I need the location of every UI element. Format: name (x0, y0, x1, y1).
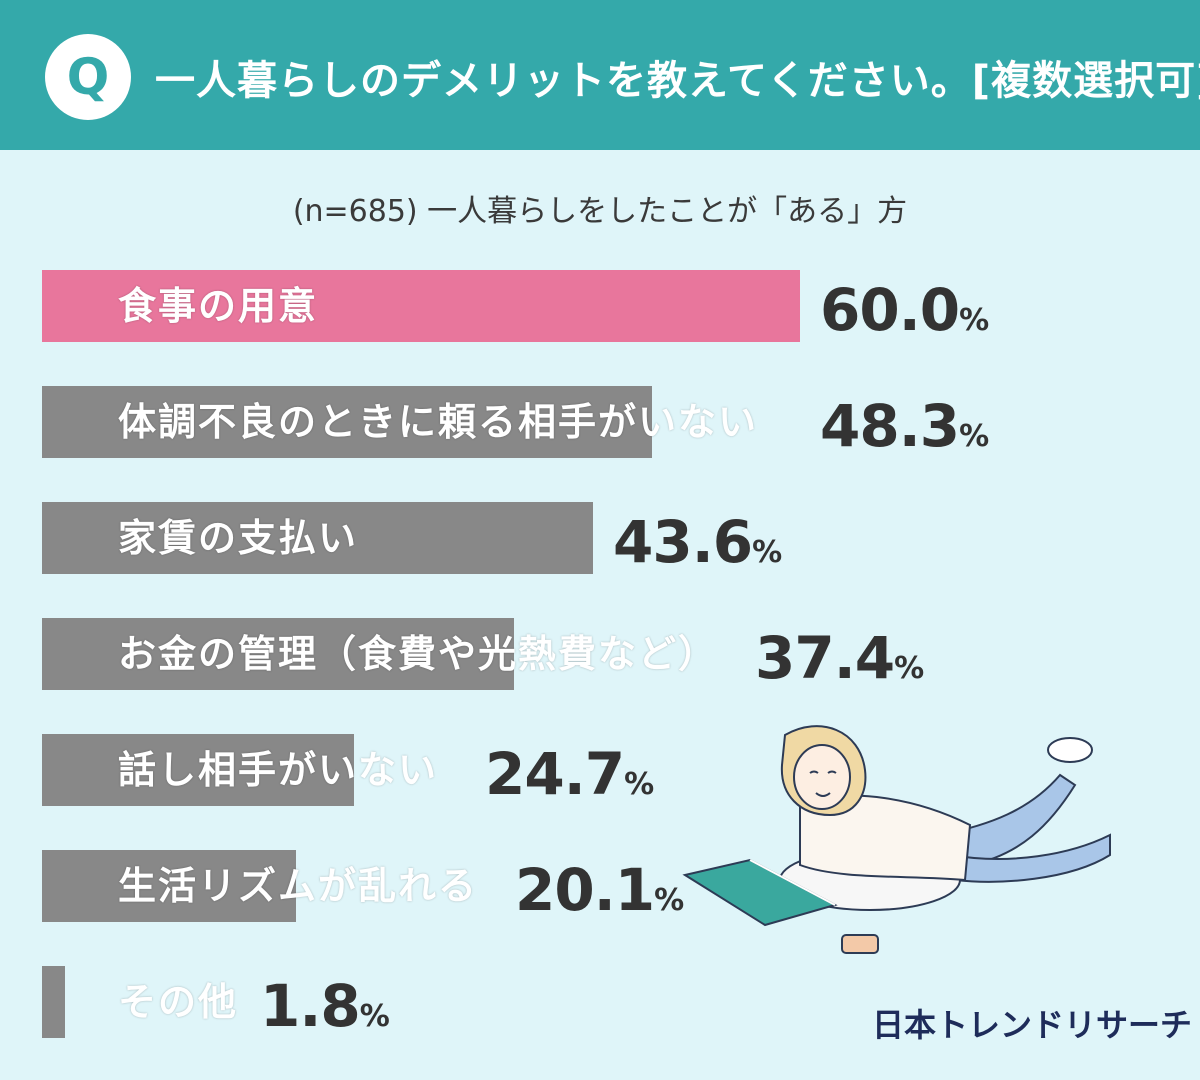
question-badge: Q (45, 34, 131, 120)
bar-label-7: その他 (118, 980, 239, 1024)
bar-value-1: 60.0% (820, 274, 989, 346)
bar-7 (42, 966, 65, 1038)
bar-value-unit: % (359, 999, 390, 1034)
bar-value-unit: % (624, 767, 655, 802)
bar-value-7: 1.8% (260, 970, 390, 1042)
bar-label-1: 食事の用意 (118, 284, 319, 328)
bar-6 (42, 850, 296, 922)
bar-label-5: 話し相手がいない (118, 748, 439, 792)
bar-value-number: 1.8 (260, 972, 361, 1040)
bar-label-3: 家賃の支払い (118, 516, 359, 560)
bar-value-4: 37.4% (755, 622, 924, 694)
bar-5 (42, 734, 354, 806)
bar-value-3: 43.6% (613, 506, 782, 578)
question-header: Q 一人暮らしのデメリットを教えてください。[複数選択可] (0, 0, 1200, 150)
bar-value-unit: % (654, 883, 685, 918)
brand-logo: 日本トレンドリサーチ (872, 1006, 1193, 1044)
bar-value-number: 37.4 (755, 624, 895, 692)
question-title: 一人暮らしのデメリットを教えてください。[複数選択可] (155, 58, 1200, 104)
bar-value-2: 48.3% (820, 390, 989, 462)
bar-value-5: 24.7% (485, 738, 654, 810)
bar-value-6: 20.1% (515, 854, 684, 926)
bar-label-2: 体調不良のときに頼る相手がいない (118, 400, 759, 444)
bar-3 (42, 502, 593, 574)
woman-reading-book-illustration (682, 725, 1111, 954)
bar-2 (42, 386, 652, 458)
bar-value-unit: % (894, 651, 925, 686)
bar-value-number: 48.3 (820, 392, 960, 460)
bar-value-unit: % (959, 303, 990, 338)
bar-label-6: 生活リズムが乱れる (118, 864, 479, 908)
bar-value-unit: % (752, 535, 783, 570)
bar-label-4: お金の管理（食費や光熱費など） (118, 632, 719, 676)
bar-value-number: 20.1 (515, 856, 655, 924)
bar-4 (42, 618, 514, 690)
chart-subtitle: (n=685) 一人暮らしをしたことが「ある」方 (292, 194, 908, 229)
bar-value-number: 43.6 (613, 508, 753, 576)
bar-1 (42, 270, 800, 342)
bar-value-unit: % (959, 419, 990, 454)
bar-value-number: 60.0 (820, 276, 960, 344)
bar-value-number: 24.7 (485, 740, 625, 808)
